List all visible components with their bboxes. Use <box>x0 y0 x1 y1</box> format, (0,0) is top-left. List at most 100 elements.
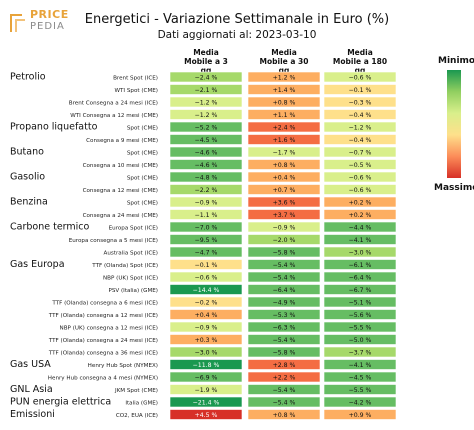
cell-value-label: +2.8 % <box>273 362 296 369</box>
cell-value-label: +0.2 % <box>349 200 372 207</box>
column-header-30gg: Media Mobile a 30 gg <box>259 48 309 75</box>
heat-cell <box>323 96 397 108</box>
cell-value-label: +2.4 % <box>273 125 296 132</box>
heat-cell <box>247 96 321 108</box>
row-label: Spot (CME) <box>127 176 158 182</box>
heat-cell <box>169 109 243 120</box>
heat-cell <box>169 321 243 333</box>
group-label: Benzina <box>10 197 48 208</box>
pricepedia-logo: PRICE PEDIA <box>8 4 68 38</box>
heat-cell <box>323 184 397 195</box>
row-label: NBP (UK) consegna a 12 mesi (ICE) <box>60 326 158 332</box>
cell-value-label: −6.3 % <box>273 325 296 332</box>
cell-value-label: −5.5 % <box>349 325 372 332</box>
row-label: Europa consegna a 5 mesi (ICE) <box>69 238 158 244</box>
row-label: TTF (Olanda) Spot (ICE) <box>91 263 158 269</box>
row-label: Italia (GME) <box>125 401 158 407</box>
cell-value-label: +0.2 % <box>349 212 372 219</box>
row-label: Australia Spot (ICE) <box>104 251 158 257</box>
row-label: Spot (CME) <box>127 151 158 157</box>
heat-cell <box>247 234 321 245</box>
heat-cell <box>169 209 243 220</box>
heat-cell <box>169 309 243 320</box>
cell-value-label: +1.4 % <box>273 87 296 94</box>
row-label: Consegna a 9 mesi (CME) <box>86 138 158 144</box>
cell-value-label: −6.9 % <box>195 375 218 382</box>
heat-cell <box>323 121 397 133</box>
heat-cell <box>247 71 321 83</box>
legend-colorbar <box>447 70 461 178</box>
heat-cell <box>169 271 243 283</box>
row-label: Consegna a 24 mesi (CME) <box>83 213 158 219</box>
cell-value-label: −3.7 % <box>349 350 372 357</box>
heat-cell <box>247 396 321 408</box>
group-label: Butano <box>10 147 44 158</box>
cell-value-label: −1.7 % <box>273 150 296 157</box>
heat-cell <box>247 221 321 233</box>
cell-value-label: −0.9 % <box>195 325 218 332</box>
cell-value-label: −6.7 % <box>349 287 372 294</box>
heat-cell <box>169 384 243 395</box>
heat-cell <box>169 346 243 358</box>
cell-value-label: −5.4 % <box>273 262 296 269</box>
group-label: Emissioni <box>10 409 55 420</box>
group-label: GNL Asia <box>10 384 53 395</box>
heat-cell <box>169 334 243 345</box>
cell-value-label: −0.1 % <box>195 262 218 269</box>
heat-cell <box>169 259 243 270</box>
cell-value-label: −4.5 % <box>349 375 372 382</box>
cell-value-label: −0.2 % <box>195 300 218 307</box>
row-label: Brent Spot (ICE) <box>113 76 158 82</box>
heat-cell <box>247 309 321 320</box>
row-label: TTF (Olanda) consegna a 12 mesi (ICE) <box>48 313 158 319</box>
cell-value-label: −4.6 % <box>195 150 218 157</box>
cell-value-label: +0.4 % <box>273 175 296 182</box>
cell-value-label: −4.6 % <box>195 162 218 169</box>
cell-value-label: −1.2 % <box>195 100 218 107</box>
row-label: JKM Spot (CME) <box>114 388 158 394</box>
cell-value-label: +0.8 % <box>273 412 296 419</box>
row-label: Consegna a 12 mesi (CME) <box>83 188 158 194</box>
cell-value-label: +2.2 % <box>273 375 296 382</box>
cell-value-label: −4.9 % <box>273 300 296 307</box>
chart-subtitle: Dati aggiornati al: 2023-03-10 <box>157 29 317 41</box>
heat-cell <box>169 71 243 83</box>
cell-value-label: −5.4 % <box>273 337 296 344</box>
heat-cell <box>247 409 321 420</box>
heat-cell <box>169 96 243 108</box>
heat-cell <box>169 134 243 145</box>
heat-cell <box>169 234 243 245</box>
cell-value-label: +1.6 % <box>273 137 296 144</box>
cell-value-label: −4.1 % <box>349 237 372 244</box>
group-label: Carbone termico <box>10 222 90 233</box>
row-label: WTI Spot (CME) <box>114 88 158 94</box>
cell-value-label: −4.4 % <box>349 225 372 232</box>
cell-value-label: −5.4 % <box>273 387 296 394</box>
chart-title: Energetici - Variazione Settimanale in E… <box>84 12 390 27</box>
heat-cell <box>323 134 397 145</box>
heat-cell <box>169 246 243 258</box>
cell-value-label: −2.4 % <box>195 75 218 82</box>
heat-cell <box>323 146 397 158</box>
cell-value-label: +0.3 % <box>195 337 218 344</box>
heat-cell <box>247 296 321 308</box>
heat-cell <box>323 334 397 345</box>
cell-value-label: −9.5 % <box>195 237 218 244</box>
heat-cell <box>247 196 321 208</box>
heat-cell <box>247 134 321 145</box>
heat-cell <box>323 84 397 95</box>
cell-value-label: −5.1 % <box>349 300 372 307</box>
cell-value-label: +0.8 % <box>273 100 296 107</box>
row-label: Henry Hub Spot (NYMEX) <box>88 363 158 369</box>
cell-value-label: +0.8 % <box>273 162 296 169</box>
cell-value-label: −3.0 % <box>195 350 218 357</box>
row-label: Spot (CME) <box>127 201 158 207</box>
heat-cell <box>323 309 397 320</box>
heat-cell <box>247 146 321 158</box>
heat-cell <box>323 209 397 220</box>
cell-value-label: −1.2 % <box>349 125 372 132</box>
heat-cell <box>323 296 397 308</box>
heat-cell <box>323 321 397 333</box>
cell-value-label: −0.6 % <box>349 187 372 194</box>
